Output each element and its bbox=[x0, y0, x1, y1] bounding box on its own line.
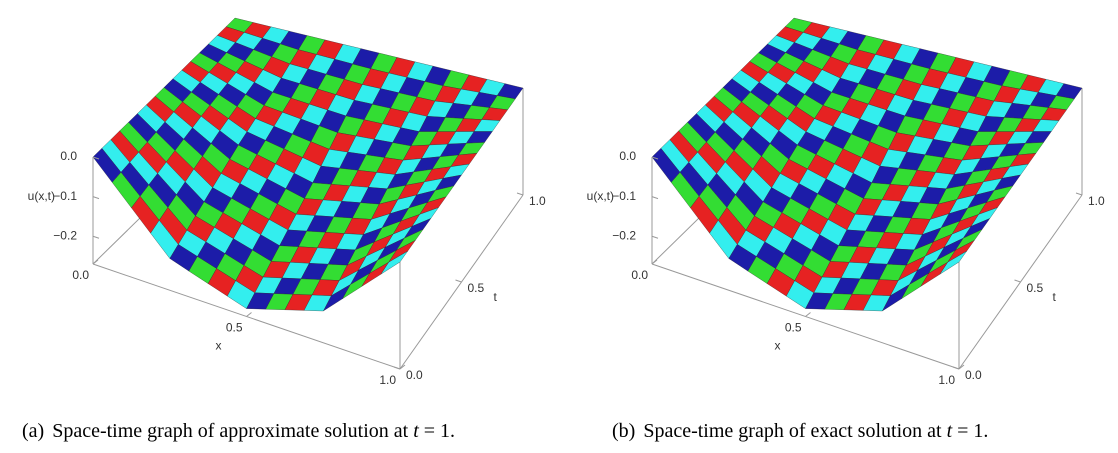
t-tick-label: 0.5 bbox=[468, 281, 485, 295]
caption-var: t bbox=[947, 420, 953, 442]
surface-patch bbox=[862, 294, 891, 312]
z-tick bbox=[651, 196, 659, 200]
x-tick-label: 0.0 bbox=[72, 268, 89, 282]
z-tick bbox=[92, 235, 100, 239]
x-tick bbox=[805, 312, 811, 317]
x-tick bbox=[92, 259, 99, 265]
t-tick-label: 1.0 bbox=[529, 194, 546, 208]
surface-patch bbox=[303, 294, 332, 312]
x-tick-label: 1.0 bbox=[938, 373, 955, 387]
chart: 0.0−0.1−0.2u(x,t)0.00.51.0x0.00.51.0t(b)… bbox=[587, 17, 1105, 442]
z-tick-label: −0.2 bbox=[53, 228, 77, 242]
t-tick-label: 0.0 bbox=[406, 368, 423, 382]
x-axis-label: x bbox=[775, 339, 781, 353]
t-tick bbox=[455, 279, 462, 283]
t-tick-label: 1.0 bbox=[1088, 194, 1105, 208]
z-tick-label: 0.0 bbox=[60, 149, 77, 163]
z-axis-label: u(x,t) bbox=[587, 189, 614, 203]
z-tick-label: −0.1 bbox=[53, 189, 77, 203]
t-axis-label: t bbox=[494, 290, 498, 304]
z-tick bbox=[651, 235, 659, 239]
t-tick bbox=[1075, 192, 1083, 196]
caption: (a) Space-time graph of approximate solut… bbox=[22, 420, 455, 442]
caption-label: (b) bbox=[612, 420, 635, 442]
chart: 0.0−0.1−0.2u(x,t)0.00.51.0x0.00.51.0t(a)… bbox=[22, 17, 546, 442]
x-tick-label: 0.0 bbox=[631, 268, 648, 282]
caption-tail: = 1. bbox=[424, 420, 455, 442]
t-axis-label: t bbox=[1053, 290, 1057, 304]
z-tick bbox=[92, 196, 100, 200]
z-tick-label: −0.2 bbox=[612, 228, 636, 242]
x-tick-label: 0.5 bbox=[226, 321, 243, 335]
z-tick bbox=[92, 156, 100, 160]
x-tick bbox=[399, 364, 406, 370]
caption: (b) Space-time graph of exact solution at… bbox=[612, 420, 988, 442]
caption-tail: = 1. bbox=[957, 420, 988, 442]
x-tick bbox=[958, 364, 965, 370]
t-tick bbox=[952, 366, 960, 370]
t-tick bbox=[393, 366, 401, 370]
x-tick-label: 0.5 bbox=[785, 321, 802, 335]
caption-var: t bbox=[413, 420, 419, 442]
caption-text: Space-time graph of exact solution at bbox=[643, 420, 942, 442]
z-tick-label: −0.1 bbox=[612, 189, 636, 203]
x-tick-label: 1.0 bbox=[379, 373, 396, 387]
t-tick-label: 0.5 bbox=[1027, 281, 1044, 295]
caption-text: Space-time graph of approximate solution… bbox=[52, 420, 408, 442]
t-tick-label: 0.0 bbox=[965, 368, 982, 382]
x-axis-label: x bbox=[216, 339, 222, 353]
z-axis-label: u(x,t) bbox=[28, 189, 55, 203]
t-tick bbox=[516, 192, 524, 196]
z-tick bbox=[651, 156, 659, 160]
x-tick bbox=[651, 259, 658, 265]
caption-label: (a) bbox=[22, 420, 44, 442]
z-tick-label: 0.0 bbox=[619, 149, 636, 163]
t-tick bbox=[1014, 279, 1021, 283]
x-tick bbox=[246, 312, 252, 317]
